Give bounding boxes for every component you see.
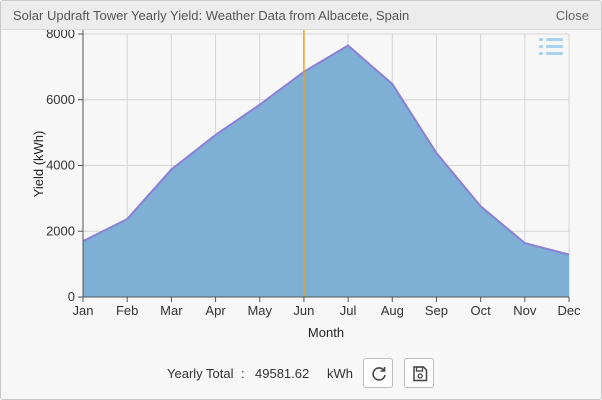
- yearly-total-unit: kWh: [327, 366, 353, 381]
- x-tick-label: Feb: [116, 303, 138, 318]
- save-button[interactable]: [404, 358, 434, 388]
- y-tick-label: 4000: [46, 158, 75, 173]
- y-tick-label: 2000: [46, 223, 75, 238]
- x-tick-label: May: [247, 303, 272, 318]
- y-tick-label: 8000: [46, 30, 75, 41]
- x-tick-label: Apr: [205, 303, 226, 318]
- close-button[interactable]: Close: [555, 8, 589, 23]
- x-tick-label: Aug: [381, 303, 404, 318]
- tick-labels: 0 2000 4000 6000 8000 Jan Feb Mar Apr May Jun Jul Au…: [46, 30, 581, 318]
- x-tick-label: Sep: [425, 303, 448, 318]
- x-tick-label: Oct: [471, 303, 492, 318]
- x-tick-label: Nov: [513, 303, 537, 318]
- x-tick-label: Dec: [557, 303, 581, 318]
- yield-chart: 0 2000 4000 6000 8000 Jan Feb Mar Apr May Jun Jul Au…: [31, 30, 581, 340]
- refresh-icon: [372, 367, 386, 381]
- yearly-total-separator: :: [241, 366, 245, 381]
- yield-line: [82, 44, 570, 256]
- x-tick-label: Mar: [160, 303, 183, 318]
- axes: [78, 30, 570, 302]
- title-bar: Solar Updraft Tower Yearly Yield: Weathe…: [1, 1, 601, 30]
- window-title: Solar Updraft Tower Yearly Yield: Weathe…: [13, 8, 410, 23]
- yearly-total-label: Yearly Total: [167, 366, 234, 381]
- save-icon: [413, 366, 428, 382]
- y-axis-label: Yield (kWh): [31, 131, 46, 198]
- list-icon[interactable]: [539, 37, 565, 57]
- x-tick-label: Jun: [293, 303, 314, 318]
- y-tick-label: 0: [68, 289, 75, 304]
- refresh-button[interactable]: [363, 358, 393, 388]
- yield-area: [83, 45, 569, 297]
- yearly-total-value: 49581.62: [255, 366, 310, 381]
- x-axis-label: Month: [308, 325, 344, 340]
- footer: Yearly Total : 49581.62 kWh: [1, 356, 601, 392]
- x-tick-label: Jan: [73, 303, 94, 318]
- y-tick-label: 6000: [46, 92, 75, 107]
- x-tick-label: Jul: [340, 303, 357, 318]
